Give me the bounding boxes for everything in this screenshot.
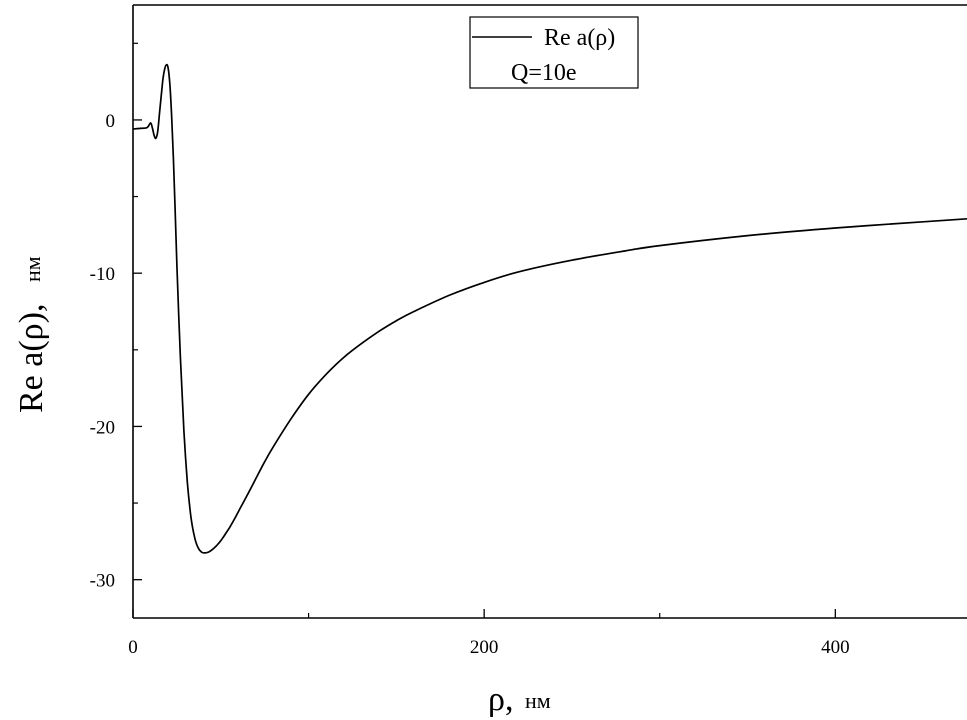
series-layer	[132, 63, 967, 554]
axis-ticks	[132, 42, 836, 618]
x-tick-label: 400	[821, 637, 850, 658]
legend-series-label: Re a(ρ)	[544, 25, 615, 51]
x-tick-label: 200	[470, 637, 499, 658]
x-axis-title-symbol: ρ,	[488, 681, 513, 718]
x-axis-title-unit: нм	[525, 688, 551, 713]
x-axis-title: ρ, нм	[488, 681, 551, 718]
legend-note: Q=10e	[511, 60, 577, 86]
legend-box	[469, 16, 639, 89]
y-tick-label: -20	[90, 417, 115, 438]
y-axis-title-unit: нм	[20, 256, 45, 282]
x-tick-label: 0	[128, 637, 138, 658]
y-tick-label: -30	[90, 571, 115, 592]
plot-area	[132, 4, 967, 619]
legend: Re a(ρ) Q=10e	[469, 16, 639, 89]
y-tick-label: 0	[106, 111, 116, 132]
y-axis-title: Re a(ρ), нм	[13, 256, 50, 413]
axis-tick-labels: 0 200 400 0 -10 -20 -30	[90, 111, 850, 658]
series-line-re-a	[132, 63, 967, 554]
y-axis-title-main: Re a(ρ),	[13, 304, 50, 413]
y-tick-label: -10	[90, 264, 115, 285]
